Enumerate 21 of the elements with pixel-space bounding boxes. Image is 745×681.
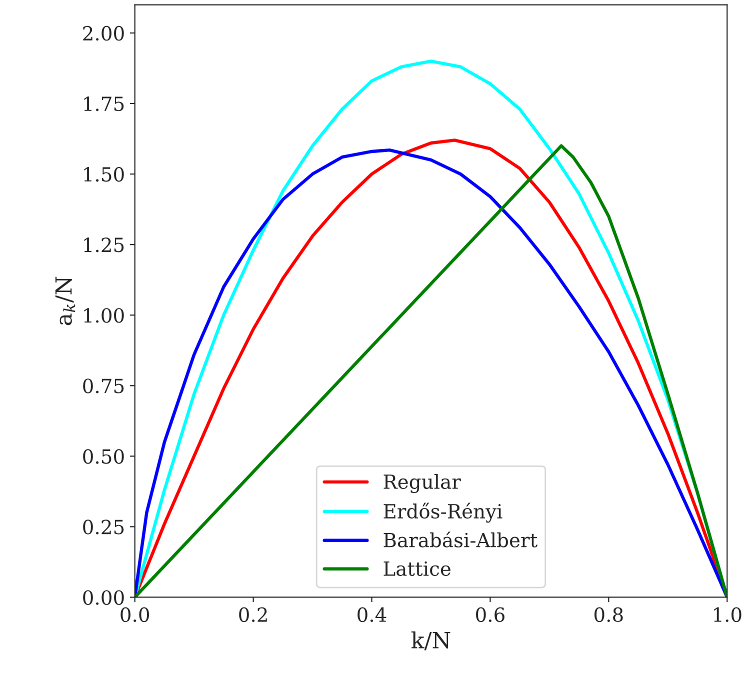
x-tick-label: 0.4 xyxy=(358,607,386,622)
x-tick-label: 1.0 xyxy=(714,607,742,622)
y-tick-label: 2.00 xyxy=(83,26,124,41)
legend-label: Erdős-Rényi xyxy=(384,502,502,523)
y-tick-label: 1.75 xyxy=(84,96,124,112)
y-tick-label: 1.25 xyxy=(84,238,124,252)
y-tick-label: 1.00 xyxy=(84,308,124,323)
legend-label: Regular xyxy=(384,474,461,494)
x-tick-label: 0.2 xyxy=(239,607,267,622)
y-tick-label: 1.50 xyxy=(84,167,124,182)
x-axis-title: k/N xyxy=(411,631,450,650)
legend-label: Lattice xyxy=(384,561,450,576)
y-tick-label: 0.25 xyxy=(83,520,124,534)
legend-label: Barabási-Albert xyxy=(384,532,538,548)
x-tick-label: 0.6 xyxy=(476,607,504,622)
y-tick-label: 0.50 xyxy=(83,449,124,464)
x-tick-label: 0.0 xyxy=(120,607,150,622)
y-tick-label: 0.00 xyxy=(83,590,124,605)
x-tick-label: 0.8 xyxy=(594,607,623,622)
y-tick-label: 0.75 xyxy=(83,378,124,394)
y-axis-title: a$_{k}$/N xyxy=(55,276,76,326)
